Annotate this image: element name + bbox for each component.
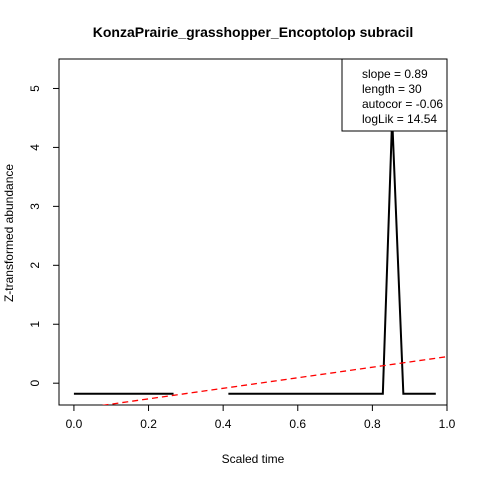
y-tick-label: 2 [28,262,42,269]
x-tick-label: 0.0 [66,417,83,431]
series-layer [73,117,447,405]
x-tick-label: 0.6 [289,417,306,431]
legend-entry: slope = 0.89 [362,67,428,81]
x-axis: 0.0 0.2 0.4 0.6 0.8 1.0 [66,404,456,431]
chart-title: KonzaPrairie_grasshopper_Encoptolop subr… [93,24,414,40]
legend-entry: autocor = -0.06 [362,97,443,111]
x-tick-label: 1.0 [439,417,456,431]
legend: slope = 0.89 length = 30 autocor = -0.06… [341,58,448,132]
x-tick-label: 0.4 [215,417,232,431]
y-tick-label: 3 [28,203,42,210]
legend-entry: length = 30 [362,82,422,96]
y-axis-label: Z-transformed abundance [2,164,16,302]
y-tick-label: 0 [28,380,42,387]
y-tick-label: 4 [28,144,42,151]
y-axis: 0 1 2 3 4 5 [28,85,60,387]
legend-entry: logLik = 14.54 [362,112,437,126]
trend-line [100,356,447,405]
x-axis-label: Scaled time [222,452,285,466]
series-line [228,117,436,395]
legend-box [341,58,448,132]
x-tick-label: 0.8 [364,417,381,431]
y-tick-label: 5 [28,85,42,92]
y-tick-label: 1 [28,321,42,328]
x-tick-label: 0.2 [140,417,157,431]
